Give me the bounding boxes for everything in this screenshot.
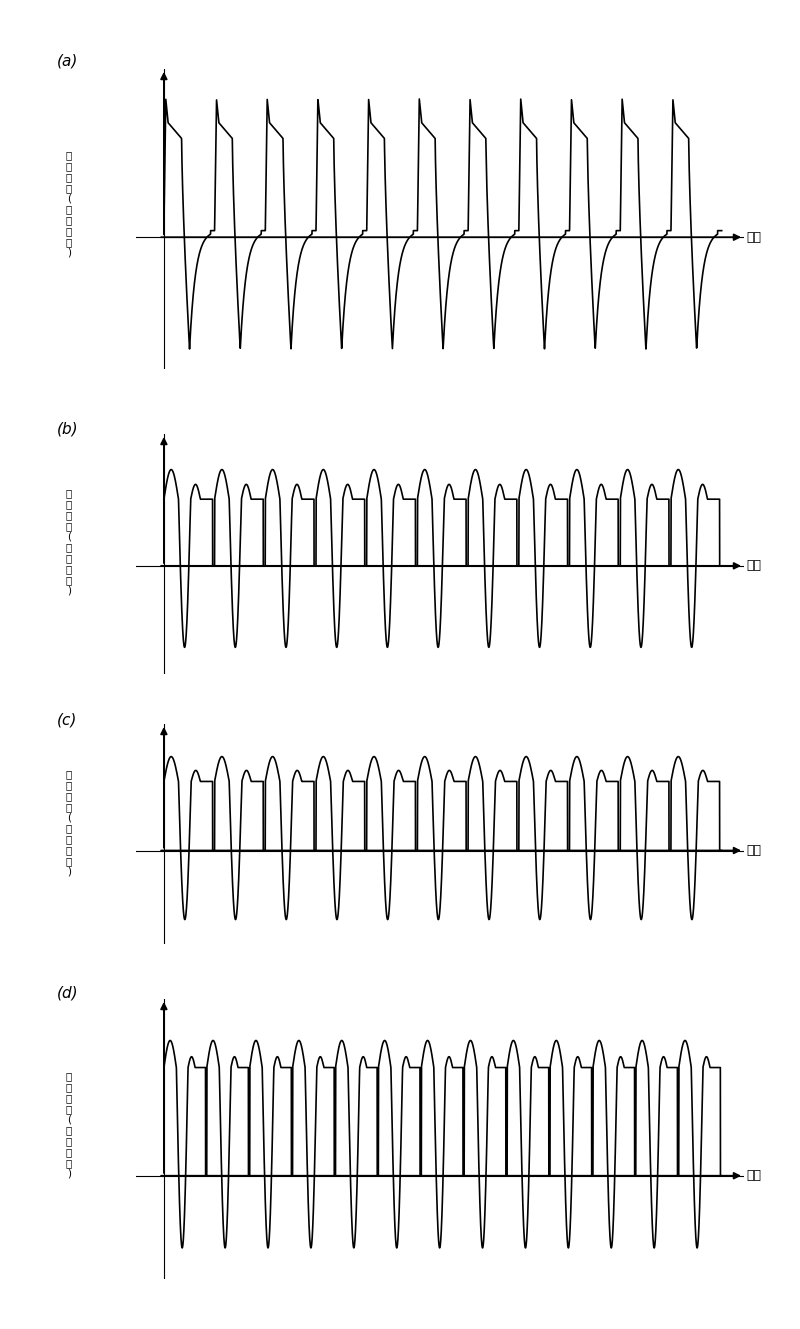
Text: (b): (b) [57,423,78,437]
Text: 时间: 时间 [746,1170,762,1183]
Text: 时间: 时间 [746,844,762,857]
Text: (c): (c) [57,712,78,728]
Text: 时间: 时间 [746,231,762,243]
Text: 信
号
强
度
(
任
意
单
位
): 信 号 强 度 ( 任 意 单 位 ) [66,1071,72,1179]
Text: (a): (a) [57,54,78,69]
Text: 信
号
强
度
(
任
意
单
位
): 信 号 强 度 ( 任 意 单 位 ) [66,150,72,258]
Text: 信
号
强
度
(
任
意
单
位
): 信 号 强 度 ( 任 意 单 位 ) [66,769,72,877]
Text: 时间: 时间 [746,560,762,573]
Text: (d): (d) [57,985,78,999]
Text: 信
号
强
度
(
任
意
单
位
): 信 号 强 度 ( 任 意 单 位 ) [66,488,72,595]
